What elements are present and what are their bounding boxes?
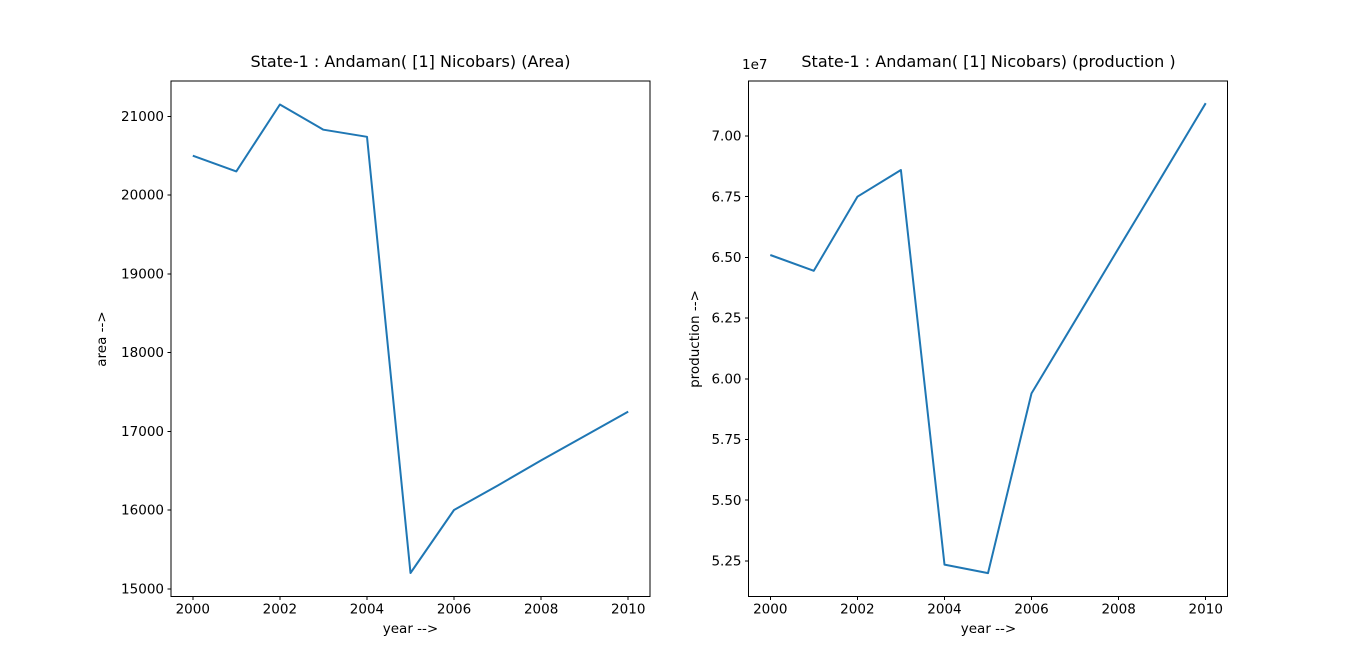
x-tick-label: 2010: [1189, 602, 1223, 618]
axes-spines: [170, 80, 651, 597]
x-tick-label: 2006: [437, 602, 471, 618]
y-tick-label: 5.75: [711, 432, 741, 448]
y-tick-label: 6.00: [711, 371, 741, 387]
axes-spines: [748, 80, 1228, 597]
x-tick-label: 2000: [176, 602, 210, 618]
y-tick-label: 18000: [121, 345, 164, 361]
y-tick-label: 16000: [121, 503, 164, 519]
data-line: [192, 103, 629, 574]
right-chart-title: State-1 : Andaman( [1] Nicobars) (produc…: [801, 52, 1176, 71]
y-tick-label: 6.50: [711, 250, 741, 266]
x-tick-label: 2004: [927, 602, 961, 618]
y-tick-label: 17000: [121, 424, 164, 440]
subplot-0: 2000 2002 2004 2006 2008 2010 15000 16000 17000 1…: [121, 80, 651, 618]
y-tick-label: 5.25: [711, 554, 741, 570]
right-chart-ylabel: production -->: [687, 290, 703, 388]
y-tick-label: 6.75: [711, 189, 741, 205]
left-chart-title: State-1 : Andaman( [1] Nicobars) (Area): [250, 52, 571, 71]
y-tick-label: 15000: [121, 581, 164, 597]
x-tick-label: 2008: [524, 602, 558, 618]
left-chart-ylabel: area -->: [94, 311, 110, 367]
right-chart-xlabel: year -->: [960, 621, 1017, 637]
x-tick-label: 2008: [1101, 602, 1135, 618]
x-tick-label: 2010: [611, 602, 645, 618]
right-chart-axis-offset-label: 1e7: [742, 57, 768, 73]
x-tick-label: 2006: [1014, 602, 1048, 618]
x-tick-label: 2004: [350, 602, 384, 618]
y-tick-label: 7.00: [711, 129, 741, 145]
x-tick-label: 2000: [753, 602, 787, 618]
left-chart-xlabel: year -->: [382, 621, 439, 637]
y-tick-label: 19000: [121, 266, 164, 282]
y-tick-label: 6.25: [711, 311, 741, 327]
x-tick-label: 2002: [263, 602, 297, 618]
y-tick-label: 21000: [121, 109, 164, 125]
data-line: [769, 102, 1207, 575]
x-tick-label: 2002: [840, 602, 874, 618]
subplot-1: 2000 2002 2004 2006 2008 2010 5.25 5.50 5.75 6.00…: [711, 80, 1228, 618]
y-tick-label: 5.50: [711, 493, 741, 509]
y-tick-label: 20000: [121, 188, 164, 204]
